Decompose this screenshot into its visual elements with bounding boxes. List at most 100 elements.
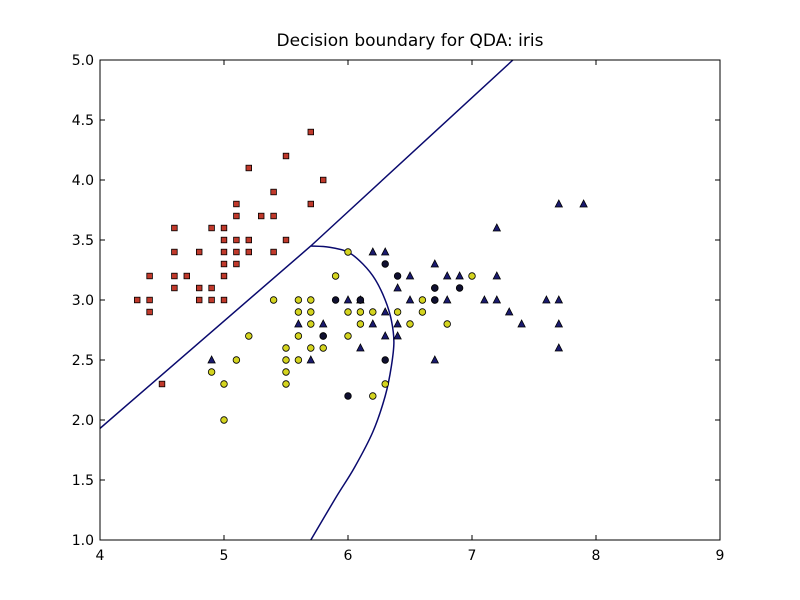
scatter-points (133, 128, 588, 424)
point-square (245, 164, 252, 172)
point-square (208, 296, 215, 304)
point-square (270, 248, 277, 256)
y-tick-label: 4.5 (72, 113, 94, 129)
point-circle (344, 248, 352, 256)
y-tick-label: 2.5 (72, 353, 94, 369)
point-square (171, 248, 178, 256)
point-triangle (207, 355, 216, 364)
point-square (307, 128, 314, 136)
point-square (171, 272, 178, 280)
point-circle (207, 368, 216, 376)
point-circle (381, 380, 389, 388)
point-black-circle (431, 284, 439, 292)
point-triangle (455, 271, 464, 280)
point-square (146, 272, 153, 280)
point-triangle (318, 319, 328, 328)
point-triangle (380, 331, 390, 340)
point-triangle (343, 295, 353, 304)
point-square (195, 248, 203, 256)
point-square (282, 152, 290, 160)
point-black-circle (381, 260, 389, 268)
point-triangle (504, 307, 514, 316)
point-black-circle (431, 296, 439, 304)
point-square (220, 248, 228, 256)
point-square (133, 296, 141, 304)
point-square (146, 296, 153, 304)
x-tick-label: 9 (716, 548, 725, 564)
point-triangle (542, 295, 551, 304)
point-triangle (554, 199, 564, 208)
point-circle (220, 380, 228, 388)
point-triangle (430, 259, 440, 268)
point-triangle (442, 295, 452, 304)
point-square (220, 260, 228, 268)
point-triangle (380, 307, 390, 316)
point-circle (356, 308, 365, 316)
point-square (220, 236, 228, 244)
point-square (307, 200, 314, 208)
y-tick-label: 2.0 (72, 413, 94, 429)
point-square (233, 236, 240, 244)
point-circle (468, 272, 476, 280)
point-circle (282, 356, 290, 364)
point-square (233, 248, 240, 256)
point-triangle (492, 223, 502, 232)
point-triangle (356, 343, 365, 352)
point-black-circle (344, 392, 352, 400)
point-triangle (554, 343, 564, 352)
point-circle (369, 392, 377, 400)
point-triangle (393, 331, 402, 340)
x-tick-label: 6 (344, 548, 353, 564)
point-triangle (368, 319, 378, 328)
point-circle (282, 380, 290, 388)
point-square (233, 212, 240, 220)
point-triangle (442, 271, 452, 280)
point-circle (418, 296, 427, 304)
x-tick-label: 5 (220, 548, 229, 564)
point-triangle (368, 247, 378, 256)
point-triangle (480, 295, 489, 304)
point-square (208, 284, 215, 292)
point-circle (307, 296, 315, 304)
point-black-circle (356, 296, 365, 304)
x-tick-label: 7 (468, 548, 477, 564)
point-circle (294, 332, 303, 340)
point-square (208, 224, 215, 232)
point-square (195, 296, 203, 304)
point-square (220, 296, 228, 304)
point-triangle (405, 295, 415, 304)
point-square (220, 272, 228, 280)
point-triangle (393, 319, 402, 328)
point-square (146, 308, 153, 316)
point-triangle (492, 271, 502, 280)
point-triangle (380, 247, 390, 256)
point-circle (220, 416, 228, 424)
point-square (233, 260, 240, 268)
point-square (171, 284, 178, 292)
point-circle (406, 320, 414, 328)
y-tick-label: 3.5 (72, 233, 94, 249)
point-triangle (393, 283, 402, 292)
point-circle (331, 272, 340, 280)
point-triangle (405, 271, 415, 280)
point-circle (369, 308, 377, 316)
point-black-circle (319, 332, 327, 340)
chart-title: Decision boundary for QDA: iris (277, 31, 544, 51)
point-triangle (430, 355, 440, 364)
point-circle (443, 320, 451, 328)
point-black-circle (331, 296, 340, 304)
point-circle (307, 344, 315, 352)
point-circle (393, 308, 402, 316)
point-circle (245, 332, 253, 340)
y-tick-label: 5.0 (72, 53, 94, 69)
point-circle (418, 308, 427, 316)
point-circle (307, 320, 315, 328)
point-square (171, 224, 178, 232)
point-circle (282, 344, 290, 352)
point-circle (294, 356, 303, 364)
point-square (158, 380, 166, 388)
point-triangle (554, 319, 564, 328)
x-tick-label: 8 (592, 548, 601, 564)
point-circle (232, 356, 241, 364)
